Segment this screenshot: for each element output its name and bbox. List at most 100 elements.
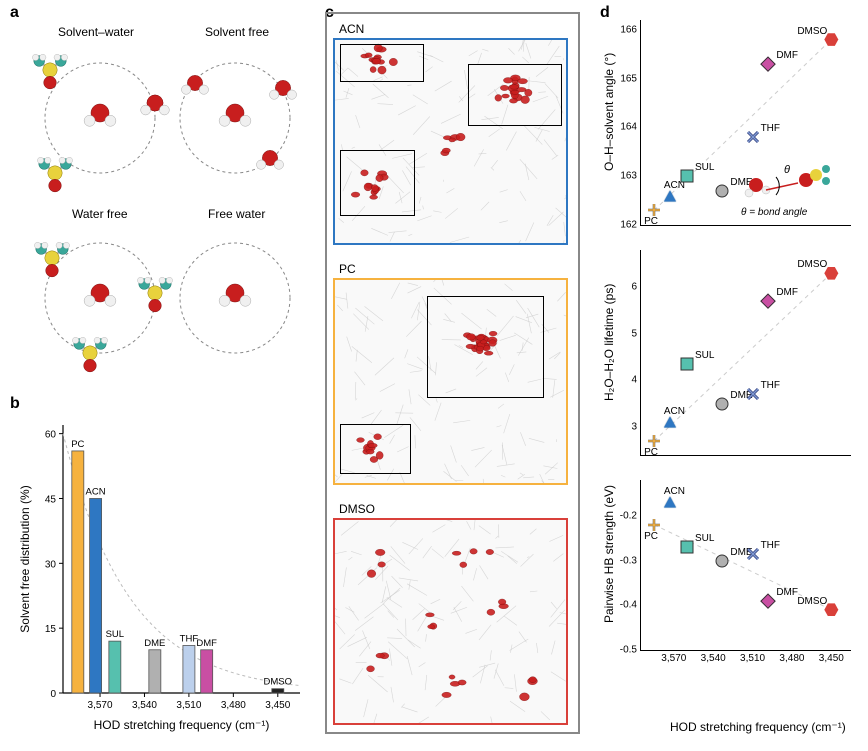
marker-label: ACN: [664, 406, 685, 417]
ytick: 162: [620, 220, 637, 231]
panel-letter-b: b: [10, 395, 20, 413]
marker-dme: [716, 184, 729, 197]
subplot-1: 3456PCACNSULDMETHFDMFDMSO: [640, 250, 851, 456]
xtick: 3,480: [779, 653, 804, 664]
svg-text:ACN: ACN: [86, 486, 106, 497]
marker-label: ACN: [664, 486, 685, 497]
xtick: 3,570: [661, 653, 686, 664]
ylabel: Pairwise HB strength (eV): [602, 484, 616, 622]
svg-text:30: 30: [45, 559, 57, 570]
marker-pc: [647, 434, 661, 448]
marker-sul: [680, 358, 693, 371]
snapshot-frame: [333, 38, 568, 245]
svg-text:15: 15: [45, 624, 57, 635]
snapshot-title: DMSO: [339, 502, 375, 516]
marker-sul: [680, 170, 693, 183]
ytick: -0.4: [620, 600, 637, 611]
ytick: 166: [620, 24, 637, 35]
panel-a: Solvent–water Solvent free Water free Free …: [10, 8, 310, 378]
marker-label: SUL: [695, 162, 714, 173]
xtick: 3,510: [740, 653, 765, 664]
snapshot-frame: [333, 278, 568, 485]
panel-d-xlabel: HOD stretching frequency (cm⁻¹): [670, 720, 846, 734]
theta-caption: θ = bond angle: [741, 207, 807, 218]
svg-text:HOD stretching frequency (cm⁻¹: HOD stretching frequency (cm⁻¹): [94, 718, 270, 732]
svg-text:DMF: DMF: [196, 638, 217, 649]
marker-label: THF: [761, 540, 780, 551]
panel-a-svg: Solvent–water Solvent free Water free Free …: [10, 8, 310, 378]
svg-text:0: 0: [50, 689, 56, 700]
ytick: 164: [620, 122, 637, 133]
marker-label: SUL: [695, 533, 714, 544]
snapshot-frame: [333, 518, 568, 725]
ytick: 165: [620, 73, 637, 84]
svg-text:3,510: 3,510: [176, 700, 201, 711]
svg-text:3,540: 3,540: [132, 700, 157, 711]
snapshot-acn: ACN: [333, 20, 568, 245]
marker-sul: [680, 541, 693, 554]
marker-label: DMSO: [797, 259, 827, 270]
marker-acn: [664, 497, 676, 508]
svg-text:3,480: 3,480: [221, 700, 246, 711]
marker-acn: [664, 417, 676, 428]
subplot-0: 162163164165166PCACNSULDMETHFDMFDMSOθθ =…: [640, 20, 851, 226]
marker-dme: [716, 554, 729, 567]
marker-label: THF: [761, 380, 780, 391]
marker-dme: [716, 397, 729, 410]
marker-thf: [746, 130, 760, 144]
marker-label: DMF: [776, 587, 798, 598]
ytick: -0.2: [620, 510, 637, 521]
svg-text:Solvent free distribution (%): Solvent free distribution (%): [18, 485, 32, 632]
snapshot-inset: [340, 44, 425, 82]
ytick: 163: [620, 171, 637, 182]
snapshot-title: PC: [339, 262, 356, 276]
ytick: 5: [631, 328, 637, 339]
snapshot-title: ACN: [339, 22, 364, 36]
panel-b-svg: 0 15 30 45 60 3,570 3,540 3,510 3,480 3,450 PC ACN S…: [15, 415, 310, 735]
marker-label: THF: [761, 123, 780, 134]
snapshot-inset: [468, 64, 562, 126]
panel-a-title: Water free: [72, 207, 128, 221]
snapshot-inset: [340, 150, 416, 216]
marker-label: PC: [644, 531, 658, 542]
xtick: 3,450: [819, 653, 844, 664]
snapshot-dmso: DMSO: [333, 500, 568, 725]
marker-label: PC: [644, 447, 658, 458]
subplot-2: -0.5-0.4-0.3-0.23,5703,5403,5103,4803,45…: [640, 480, 851, 651]
ytick: -0.5: [620, 645, 637, 656]
marker-label: SUL: [695, 350, 714, 361]
panel-a-title: Solvent–water: [58, 25, 134, 39]
marker-label: DMF: [776, 287, 798, 298]
ytick: 4: [631, 375, 637, 386]
snapshot-pc: PC: [333, 260, 568, 485]
marker-label: PC: [644, 216, 658, 227]
snapshot-inset: [427, 296, 544, 398]
svg-text:45: 45: [45, 494, 57, 505]
xtick: 3,540: [701, 653, 726, 664]
svg-text:DME: DME: [144, 638, 165, 649]
svg-text:SUL: SUL: [106, 629, 124, 640]
svg-text:3,570: 3,570: [88, 700, 113, 711]
marker-label: DMF: [776, 50, 798, 61]
marker-thf: [746, 387, 760, 401]
ylabel: O–H–solvent angle (°): [602, 53, 616, 171]
marker-pc: [647, 203, 661, 217]
panel-d: 162163164165166PCACNSULDMETHFDMFDMSOθθ =…: [600, 12, 860, 734]
ytick: 3: [631, 422, 637, 433]
marker-thf: [746, 547, 760, 561]
svg-text:PC: PC: [71, 439, 84, 450]
snapshot-inset: [340, 424, 411, 474]
panel-c: ACN PC DMSO: [325, 12, 580, 734]
svg-text:3,450: 3,450: [265, 700, 290, 711]
ytick: 6: [631, 282, 637, 293]
marker-label: DMSO: [797, 26, 827, 37]
marker-pc: [647, 518, 661, 532]
ylabel: H₂O–H₂O lifetime (ps): [602, 283, 616, 400]
svg-text:θ: θ: [784, 164, 790, 176]
marker-acn: [664, 190, 676, 201]
svg-text:DMSO: DMSO: [264, 677, 293, 688]
ytick: -0.3: [620, 555, 637, 566]
svg-text:60: 60: [45, 430, 57, 441]
panel-a-title: Free water: [208, 207, 265, 221]
panel-a-title: Solvent free: [205, 25, 269, 39]
